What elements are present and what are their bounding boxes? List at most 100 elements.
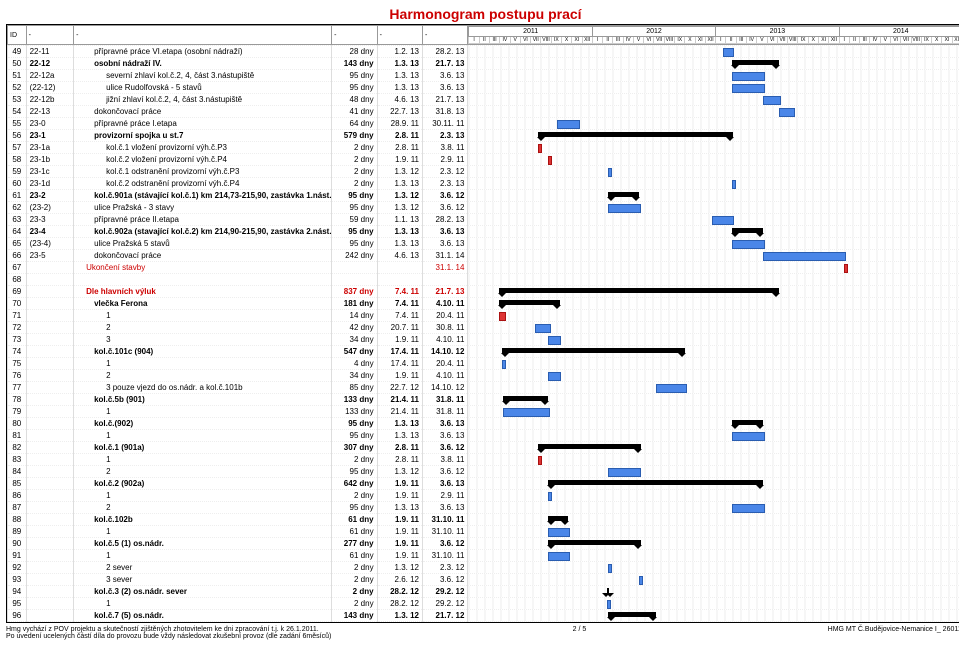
cell-name: kol.č.3 (2) os.nádr. sever xyxy=(74,586,332,598)
cell-start: 1.2. 13 xyxy=(377,46,422,58)
cell-start xyxy=(377,262,422,274)
gantt-bar xyxy=(844,264,848,273)
month-cell: VI xyxy=(520,37,530,44)
table-row: 70vlečka Ferona181 dny7.4. 114.10. 11 xyxy=(8,298,959,310)
table-row: 7514 dny17.4. 1120.4. 11 xyxy=(8,358,959,370)
cell-start: 1.9. 11 xyxy=(377,514,422,526)
table-row: 81195 dny1.3. 133.6. 13 xyxy=(8,430,959,442)
cell-name: dokončovací práce xyxy=(74,250,332,262)
cell-end: 20.4. 11 xyxy=(423,358,468,370)
gantt-bar xyxy=(732,240,765,249)
month-cell: X xyxy=(932,37,942,44)
cell-dur: 242 dny xyxy=(332,250,377,262)
gantt-bar xyxy=(732,420,763,425)
cell-dur: 2 dny xyxy=(332,454,377,466)
cell-dur: 2 dny xyxy=(332,154,377,166)
table-row: 5422-13dokončovací práce41 dny22.7. 1331… xyxy=(8,106,959,118)
cell-dur: 61 dny xyxy=(332,514,377,526)
cell-name: kol.č.2 odstranění provizorní výh.č.P4 xyxy=(74,178,332,190)
timeline-years: 2011201220132014 IIIIIIIVVVIVIIVIIIIXXXI… xyxy=(468,26,959,45)
cell-start: 17.4. 11 xyxy=(377,358,422,370)
cell-name: severní zhlaví kol.č.2, 4, část 3.nástup… xyxy=(74,70,332,82)
month-cell: IX xyxy=(921,37,931,44)
cell-name: 1 xyxy=(74,550,332,562)
cell-name xyxy=(74,274,332,286)
cell-name: kol.č.101c (904) xyxy=(74,346,332,358)
table-row: 90kol.č.5 (1) os.nádr.277 dny1.9. 113.6.… xyxy=(8,538,959,550)
month-cell: V xyxy=(880,37,890,44)
cell-dur: 64 dny xyxy=(332,118,377,130)
month-cell: V xyxy=(510,37,520,44)
cell-name: přípravné práce VI.etapa (osobní nádraží… xyxy=(74,46,332,58)
col-code: - xyxy=(26,26,73,45)
cell-dur: 42 dny xyxy=(332,322,377,334)
cell-dur: 307 dny xyxy=(332,442,377,454)
table-row: 9512 dny28.2. 1229.2. 12 xyxy=(8,598,959,610)
gantt-bar xyxy=(712,216,734,225)
cell-id: 93 xyxy=(8,574,27,586)
gantt-bar xyxy=(732,84,765,93)
cell-gantt xyxy=(468,298,959,310)
cell-code xyxy=(26,262,73,274)
year-2013: 2013 xyxy=(716,27,839,37)
page-footer: Hmg vychází z POV projektu a skutečností… xyxy=(6,626,959,640)
cell-gantt xyxy=(468,274,959,286)
cell-code: (23-2) xyxy=(26,202,73,214)
cell-start: 1.3. 13 xyxy=(377,58,422,70)
cell-start: 1.3. 13 xyxy=(377,178,422,190)
cell-start: 2.8. 11 xyxy=(377,142,422,154)
cell-start: 1.9. 11 xyxy=(377,370,422,382)
cell-gantt xyxy=(468,70,959,82)
cell-code: 23-0 xyxy=(26,118,73,130)
cell-dur: 642 dny xyxy=(332,478,377,490)
cell-gantt xyxy=(468,166,959,178)
cell-dur: 133 dny xyxy=(332,394,377,406)
table-row: 72242 dny20.7. 1130.8. 11 xyxy=(8,322,959,334)
cell-dur: 2 dny xyxy=(332,490,377,502)
cell-end: 31.10. 11 xyxy=(423,514,468,526)
month-cell: VIII xyxy=(664,37,674,44)
month-cell: III xyxy=(489,37,499,44)
table-row: 5322-12bjižní zhlaví kol.č.2, 4, část 3.… xyxy=(8,94,959,106)
month-cell: VII xyxy=(901,37,911,44)
month-cell: IV xyxy=(500,37,510,44)
gantt-bar xyxy=(548,336,561,345)
gantt-bar xyxy=(607,588,609,593)
col-end: - xyxy=(423,26,468,45)
cell-id: 90 xyxy=(8,538,27,550)
cell-end: 3.6. 13 xyxy=(423,70,468,82)
cell-gantt xyxy=(468,394,959,406)
month-cell: VI xyxy=(890,37,900,44)
month-cell: II xyxy=(849,37,859,44)
gantt-bar xyxy=(538,456,542,465)
gantt-bar xyxy=(608,192,639,197)
cell-code: 23-1c xyxy=(26,166,73,178)
cell-start: 1.3. 12 xyxy=(377,610,422,622)
month-cell: II xyxy=(479,37,489,44)
cell-id: 74 xyxy=(8,346,27,358)
gantt-bar xyxy=(732,432,765,441)
month-cell: VIII xyxy=(911,37,921,44)
cell-name: kol.č.102b xyxy=(74,514,332,526)
cell-gantt xyxy=(468,526,959,538)
cell-gantt xyxy=(468,202,959,214)
cell-dur: 48 dny xyxy=(332,94,377,106)
cell-end: 31.8. 11 xyxy=(423,406,468,418)
cell-gantt xyxy=(468,82,959,94)
schedule-grid: 4922-11přípravné práce VI.etapa (osobní … xyxy=(7,45,959,622)
cell-name: kol.č.1 odstranění provizorní výh.č.P3 xyxy=(74,166,332,178)
year-2014: 2014 xyxy=(839,27,959,37)
cell-dur: 2 dny xyxy=(332,178,377,190)
table-row: 67Ukončení stavby31.1. 14 xyxy=(8,262,959,274)
cell-end: 2.3. 12 xyxy=(423,562,468,574)
cell-end: 28.2. 13 xyxy=(423,214,468,226)
table-row: 71114 dny7.4. 1120.4. 11 xyxy=(8,310,959,322)
gantt-bar xyxy=(557,120,580,129)
cell-id: 51 xyxy=(8,70,27,82)
month-cell: XII xyxy=(952,37,959,44)
cell-end: 3.6. 12 xyxy=(423,538,468,550)
gantt-bar xyxy=(502,348,685,353)
cell-name: 2 xyxy=(74,502,332,514)
month-cell: VII xyxy=(777,37,787,44)
cell-name: ulice Pražská 5 stavů xyxy=(74,238,332,250)
